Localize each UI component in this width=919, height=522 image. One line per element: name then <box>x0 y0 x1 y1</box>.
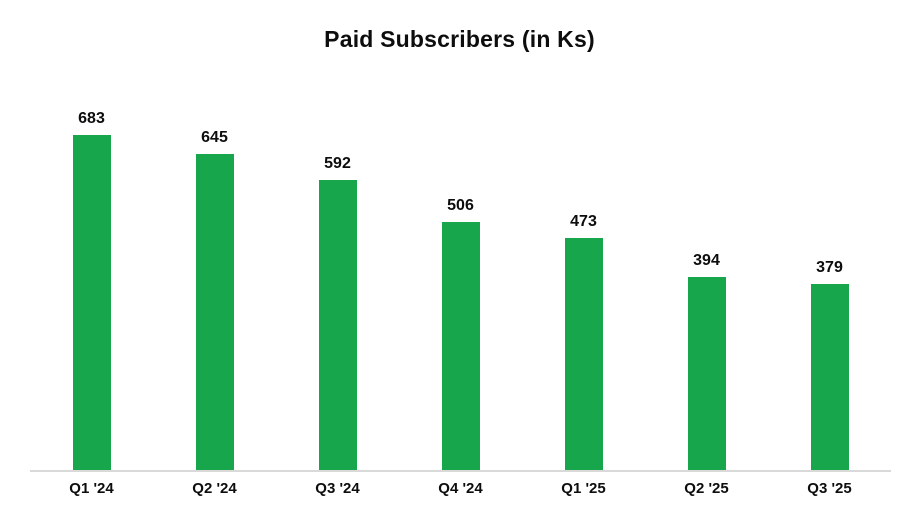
bar <box>810 284 849 470</box>
bar-column: 473 <box>522 213 645 470</box>
bar-value-label: 683 <box>78 110 105 127</box>
x-axis-label: Q2 '24 <box>192 480 237 497</box>
bar-column: 645 <box>153 129 276 470</box>
bar <box>441 222 480 470</box>
x-axis-label: Q2 '25 <box>684 480 729 497</box>
x-axis-label: Q4 '24 <box>438 480 483 497</box>
bar-column: 683 <box>30 110 153 470</box>
x-axis-line <box>30 470 891 472</box>
chart-title: Paid Subscribers (in Ks) <box>324 26 595 52</box>
bar-column: 394 <box>645 252 768 470</box>
bar <box>318 180 357 470</box>
x-axis-label: Q3 '25 <box>807 480 852 497</box>
bar-value-label: 473 <box>570 213 597 230</box>
bar-value-label: 394 <box>693 252 720 269</box>
bar <box>195 154 234 470</box>
x-axis-label: Q1 '25 <box>561 480 606 497</box>
bar-value-label: 645 <box>201 129 228 146</box>
bar-column: 506 <box>399 197 522 470</box>
x-axis-labels: Q1 '24 Q2 '24 Q3 '24 Q4 '24 Q1 '25 Q2 '25 Q3 '… <box>30 480 891 497</box>
bar <box>72 135 111 470</box>
x-axis-label: Q3 '24 <box>315 480 360 497</box>
bar <box>564 238 603 470</box>
plot-area: 683 645 592 506 473 394 379 <box>30 60 891 470</box>
bar-value-label: 506 <box>447 197 474 214</box>
bar-column: 592 <box>276 155 399 470</box>
bar-value-label: 379 <box>816 259 843 276</box>
bar <box>687 277 726 470</box>
x-axis-label: Q1 '24 <box>69 480 114 497</box>
bar-value-label: 592 <box>324 155 351 172</box>
bar-column: 379 <box>768 259 891 470</box>
